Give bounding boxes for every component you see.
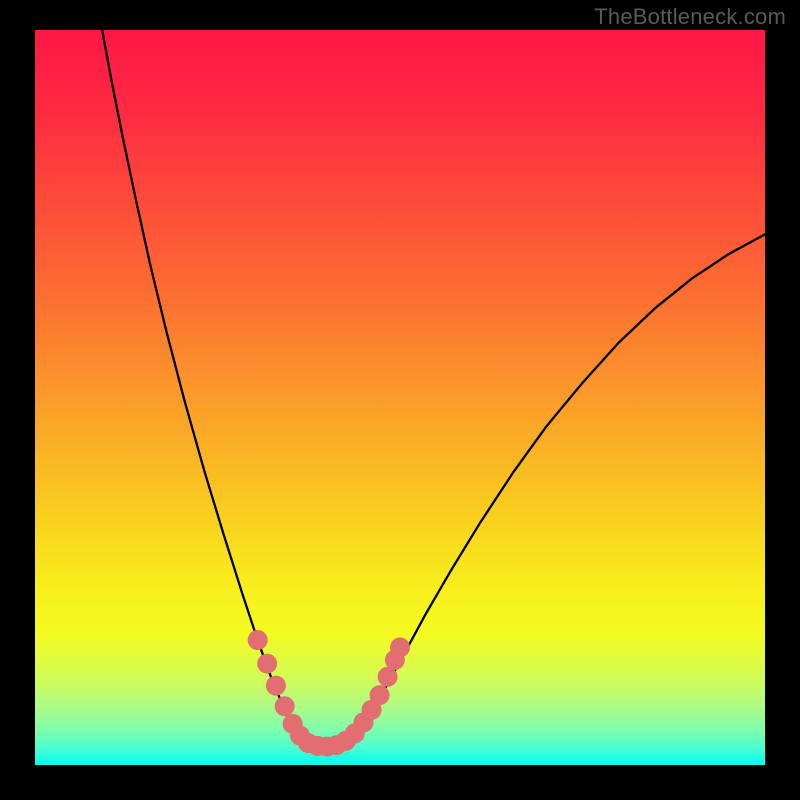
pink-marker bbox=[266, 676, 286, 696]
pink-marker bbox=[370, 685, 390, 705]
pink-marker bbox=[248, 630, 268, 650]
pink-marker-group bbox=[248, 630, 410, 757]
bottleneck-curve bbox=[102, 30, 765, 747]
chart-container: TheBottleneck.com bbox=[0, 0, 800, 800]
pink-marker bbox=[275, 696, 295, 716]
curve-svg bbox=[0, 0, 800, 800]
watermark-text: TheBottleneck.com bbox=[594, 4, 786, 30]
pink-marker bbox=[390, 637, 410, 657]
pink-marker bbox=[257, 654, 277, 674]
